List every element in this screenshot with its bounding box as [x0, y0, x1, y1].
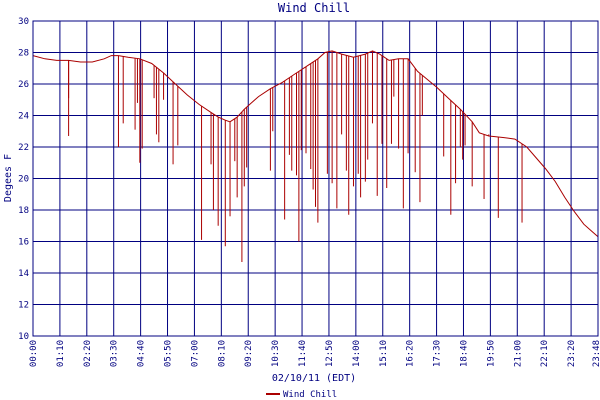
y-tick-label: 22 [18, 143, 29, 153]
y-tick-label: 10 [18, 332, 29, 342]
y-tick-label: 12 [18, 301, 29, 311]
x-tick-label: 12:50 [325, 340, 335, 367]
y-tick-label: 30 [18, 17, 29, 27]
x-axis-label: 02/10/11 (EDT) [272, 373, 356, 384]
x-tick-label: 18:40 [459, 340, 469, 367]
x-tick-label: 02:20 [83, 340, 93, 367]
x-tick-label: 23:48 [592, 340, 600, 367]
x-axis-ticks: 00:00 01:10 02:20 03:30 04:40 05:50 07:00 08:10… [29, 340, 600, 367]
x-tick-label: 15:10 [379, 340, 389, 367]
y-tick-label: 28 [18, 49, 29, 59]
x-tick-label: 01:10 [56, 340, 66, 367]
chart-title: Wind Chill [278, 1, 350, 15]
y-tick-label: 16 [18, 238, 29, 248]
y-tick-label: 26 [18, 80, 29, 90]
y-tick-label: 24 [18, 112, 29, 122]
legend: Wind Chill [266, 390, 337, 400]
x-tick-label: 22:10 [540, 340, 550, 367]
plot-frame [32, 20, 599, 337]
y-tick-label: 20 [18, 175, 29, 185]
x-tick-label: 21:00 [513, 340, 523, 367]
y-tick-label: 14 [18, 269, 29, 279]
x-tick-label: 17:30 [433, 340, 443, 367]
x-tick-label: 19:50 [486, 340, 496, 367]
x-tick-label: 05:50 [164, 340, 174, 367]
x-tick-label: 00:00 [29, 340, 39, 367]
y-axis-ticks: 10 12 14 16 18 20 22 24 26 28 30 [18, 17, 29, 342]
x-tick-label: 07:00 [190, 340, 200, 367]
x-tick-label: 03:30 [110, 340, 120, 367]
x-tick-label: 16:20 [406, 340, 416, 367]
x-tick-label: 11:40 [298, 340, 308, 367]
x-tick-label: 10:30 [271, 340, 281, 367]
y-tick-label: 18 [18, 206, 29, 216]
series-line-wind-chill [32, 50, 599, 238]
x-tick-label: 08:10 [217, 340, 227, 367]
x-tick-label: 14:00 [352, 340, 362, 367]
y-axis-label: Degees F [3, 154, 14, 202]
x-tick-label: 09:20 [244, 340, 254, 367]
dip-lines [68, 50, 523, 262]
x-tick-label: 23:20 [567, 340, 577, 367]
legend-label: Wind Chill [283, 390, 337, 400]
x-tick-label: 04:40 [137, 340, 147, 367]
